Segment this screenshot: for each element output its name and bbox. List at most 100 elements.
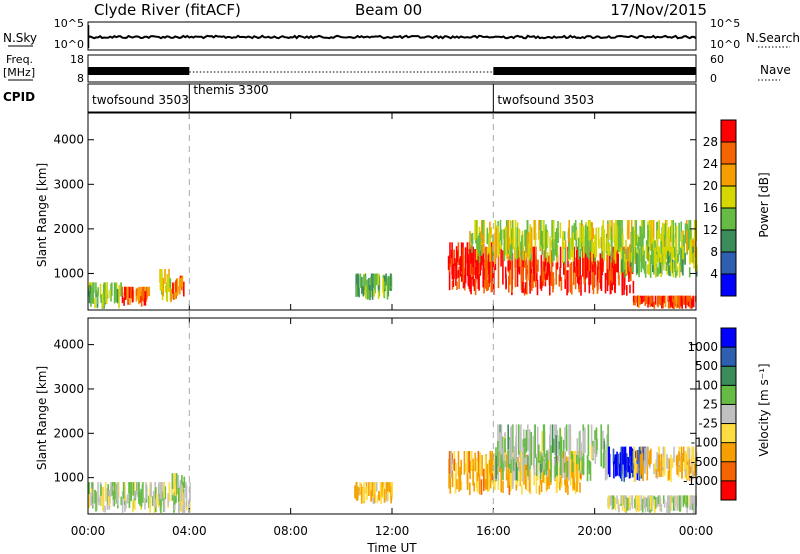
velocity-cells-region-6	[650, 495, 652, 503]
velocity-cells-region-4	[565, 430, 568, 452]
velocity-cells-region-4	[535, 457, 538, 476]
velocity-cells-region-6	[660, 504, 663, 512]
velocity-colorbar-label-2: 100	[695, 378, 718, 392]
velocity-cells-region-2	[356, 486, 358, 501]
velocity-cells-region-3	[448, 458, 450, 489]
power-cells-region-2	[162, 278, 164, 297]
velocity-cells-region-6	[616, 495, 618, 505]
velocity-cells-region-4	[603, 438, 605, 468]
power-cells-region-6	[550, 250, 553, 278]
velocity-cells-region-7	[679, 465, 681, 472]
power-cells-region-7	[591, 222, 593, 245]
power-cells-region-9	[642, 295, 644, 303]
power-cells-region-0	[102, 292, 104, 306]
power-cells-region-6	[528, 246, 530, 281]
velocity-cells-region-7	[653, 463, 655, 475]
power-cells-region-6	[470, 277, 472, 295]
power-cells-region-7	[509, 220, 512, 245]
velocity-cells-region-7	[666, 454, 668, 469]
power-cells-region-7	[587, 220, 590, 246]
power-cells-region-6	[584, 246, 587, 280]
velocity-cells-region-6	[689, 495, 691, 505]
velocity-cells-region-4	[520, 424, 522, 461]
nave-tick-top: 60	[710, 53, 724, 66]
power-cells-region-9	[684, 295, 687, 305]
power-cells-region-7	[500, 229, 503, 246]
velocity-cells-region-2	[387, 482, 389, 492]
power-cells-region-7	[645, 240, 648, 249]
power-cells-region-6	[601, 252, 604, 267]
velocity-cells-region-6	[634, 498, 636, 509]
power-cells-region-6	[588, 254, 591, 271]
velocity-colorbar-label-0: 1000	[687, 340, 718, 354]
velocity-cells-region-0	[120, 496, 123, 506]
power-cells-region-7	[585, 232, 588, 254]
power-cells-region-8	[657, 267, 659, 277]
velocity-cells-region-7	[677, 457, 680, 475]
power-cells-region-7	[634, 220, 637, 249]
velocity-cells-region-7	[660, 453, 663, 477]
velocity-cells-region-3	[572, 470, 575, 488]
power-cells-region-4	[356, 284, 358, 297]
power-cells-region-6	[616, 246, 618, 273]
power-cells-region-6	[469, 263, 472, 275]
power-cells-region-6	[618, 275, 620, 286]
power-cells-region-0	[96, 291, 99, 305]
velocity-cells-region-4	[568, 456, 570, 481]
power-cells-region-4	[369, 285, 371, 301]
power-cells-region-1	[126, 286, 128, 300]
velocity-cells-region-7	[676, 460, 679, 476]
velocity-cells-region-4	[534, 424, 536, 459]
velocity-cells-region-1	[171, 473, 174, 489]
velocity-cells-region-4	[582, 453, 585, 476]
power-cells-region-6	[526, 264, 528, 275]
velocity-cells-region-7	[639, 454, 642, 477]
velocity-cells-region-4	[556, 462, 558, 477]
power-cells-region-7	[690, 229, 693, 262]
velocity-cells-region-5	[623, 447, 626, 470]
velocity-cells-region-3	[509, 462, 511, 485]
velocity-cells-region-7	[643, 460, 646, 473]
velocity-cells-region-7	[686, 446, 689, 462]
power-cells-region-3	[181, 275, 184, 287]
velocity-cells-region-1	[177, 479, 179, 488]
velocity-cells-region-3	[540, 480, 543, 493]
velocity-cells-region-4	[546, 465, 549, 477]
velocity-cells-region-2	[374, 482, 377, 495]
power-cells-region-6	[543, 261, 546, 272]
power-cells-region-7	[545, 224, 547, 251]
velocity-cells-region-3	[463, 451, 466, 475]
velocity-cells-region-7	[678, 451, 680, 462]
power-cells-region-7	[557, 221, 559, 241]
power-cells-region-9	[634, 295, 636, 306]
power-cells-region-6	[539, 275, 542, 289]
power-cells-region-6	[573, 257, 576, 273]
power-cells-region-9	[667, 301, 670, 309]
velocity-cells-region-4	[558, 441, 560, 450]
velocity-colorbar-label-6: -500	[691, 455, 718, 469]
velocity-cells-region-4	[507, 424, 509, 450]
velocity-cells-region-4	[497, 440, 499, 467]
velocity-cells-region-7	[650, 448, 652, 464]
power-cells-region-6	[610, 259, 612, 281]
velocity-cells-region-3	[473, 482, 475, 492]
nsky-panel-frame	[87, 21, 697, 51]
velocity-cells-region-4	[518, 432, 521, 451]
power-cells-region-7	[693, 237, 695, 249]
power-cells-region-6	[563, 261, 565, 275]
power-cells-region-5	[450, 258, 453, 268]
velocity-cells-region-0	[112, 490, 115, 500]
power-colorbar-label-0: 4	[710, 267, 718, 281]
power-cells-region-6	[482, 261, 484, 288]
power-cells-region-4	[386, 278, 389, 300]
velocity-cells-region-4	[576, 438, 579, 459]
velocity-cells-region-4	[584, 427, 586, 453]
velocity-cells-region-7	[661, 470, 664, 478]
power-cells-region-7	[636, 234, 639, 245]
power-cells-region-6	[541, 267, 544, 282]
power-cells-region-8	[633, 246, 635, 260]
velocity-cells-region-6	[679, 495, 681, 511]
nsky-tick-top: 10^5	[54, 17, 84, 30]
velocity-cells-region-6	[636, 495, 639, 505]
velocity-cells-region-6	[656, 497, 659, 507]
